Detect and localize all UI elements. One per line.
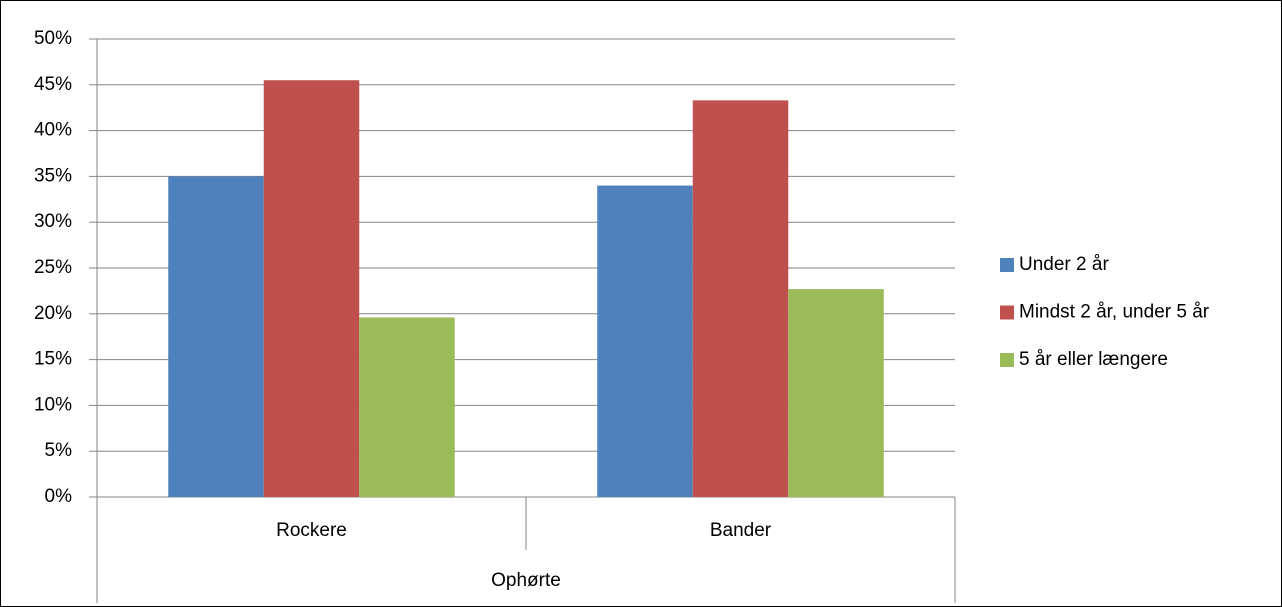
y-tick-label: 0% <box>45 486 73 507</box>
legend-swatch <box>1000 305 1014 320</box>
x-tick-label: Rockere <box>276 520 347 541</box>
y-tick-label: 30% <box>34 211 72 232</box>
y-tick-label: 50% <box>34 28 72 49</box>
bar <box>263 80 360 497</box>
y-tick-label: 20% <box>34 303 72 324</box>
bar <box>597 185 693 497</box>
y-tick-label: 35% <box>34 165 72 186</box>
legend-label: Under 2 år <box>1019 254 1109 275</box>
y-tick-label: 5% <box>45 440 73 461</box>
x-tick-label: Bander <box>710 520 772 541</box>
y-tick-label: 10% <box>34 394 72 415</box>
bar <box>168 176 264 497</box>
legend-label: 5 år eller længere <box>1019 349 1168 370</box>
legend-swatch <box>1000 353 1014 367</box>
bar <box>692 100 789 497</box>
y-tick-label: 25% <box>34 257 72 278</box>
legend-swatch <box>1000 258 1014 272</box>
bar <box>359 317 455 497</box>
y-tick-label: 40% <box>34 120 72 141</box>
y-tick-label: 45% <box>34 74 72 95</box>
category-group-label: Ophørte <box>491 570 561 591</box>
y-tick-label: 15% <box>34 349 72 370</box>
legend-label: Mindst 2 år, under 5 år <box>1019 302 1210 323</box>
bar <box>788 289 884 497</box>
